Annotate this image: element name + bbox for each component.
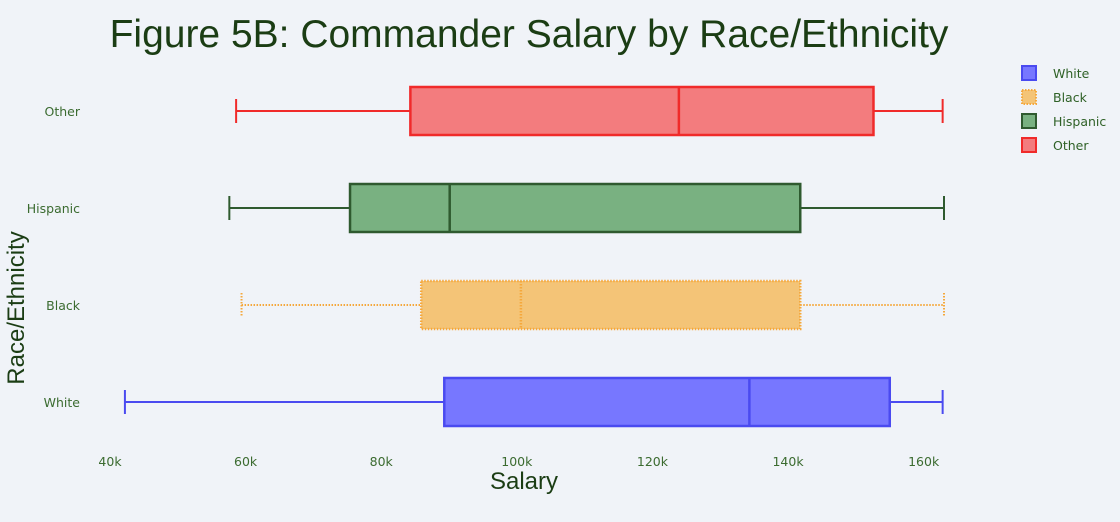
x-tick-label-100k: 100k: [501, 454, 533, 469]
y-axis-title: Race/Ethnicity: [3, 231, 30, 384]
x-tick-label-80k: 80k: [370, 454, 394, 469]
box-other: [235, 85, 944, 137]
y-tick-label-other: Other: [45, 104, 81, 119]
x-tick-label-120k: 120k: [637, 454, 669, 469]
legend-label-white: White: [1053, 66, 1090, 81]
y-tick-label-hispanic: Hispanic: [27, 201, 80, 216]
x-tick-label-60k: 60k: [234, 454, 258, 469]
y-tick-label-white: White: [44, 395, 81, 410]
x-tick-label-40k: 40k: [98, 454, 122, 469]
iqr-box-other: [409, 85, 875, 137]
y-tick-label-black: Black: [46, 298, 81, 313]
chart-title: Figure 5B: Commander Salary by Race/Ethn…: [110, 13, 949, 56]
box-black: [240, 279, 945, 331]
legend-swatch-hispanic: [1021, 113, 1037, 129]
iqr-box-hispanic: [348, 182, 802, 234]
legend-label-black: Black: [1053, 90, 1088, 105]
plot-area: [123, 85, 945, 428]
legend-swatch-white: [1021, 65, 1037, 81]
box-white: [123, 376, 944, 428]
box-hispanic: [228, 182, 945, 234]
iqr-box-black: [419, 279, 802, 331]
x-axis-title: Salary: [490, 468, 558, 495]
x-tick-label-160k: 160k: [908, 454, 940, 469]
legend-swatch-black: [1021, 89, 1037, 105]
legend-label-other: Other: [1053, 138, 1089, 153]
iqr-box-white: [443, 376, 892, 428]
y-axis-ticks: White Black Hispanic Other: [27, 104, 81, 410]
legend: White Black Hispanic Other: [1021, 65, 1106, 153]
legend-swatch-other: [1021, 137, 1037, 153]
x-axis-ticks: 40k 60k 80k 100k 120k 140k 160k: [98, 454, 940, 469]
legend-label-hispanic: Hispanic: [1053, 114, 1106, 129]
x-tick-label-140k: 140k: [772, 454, 804, 469]
